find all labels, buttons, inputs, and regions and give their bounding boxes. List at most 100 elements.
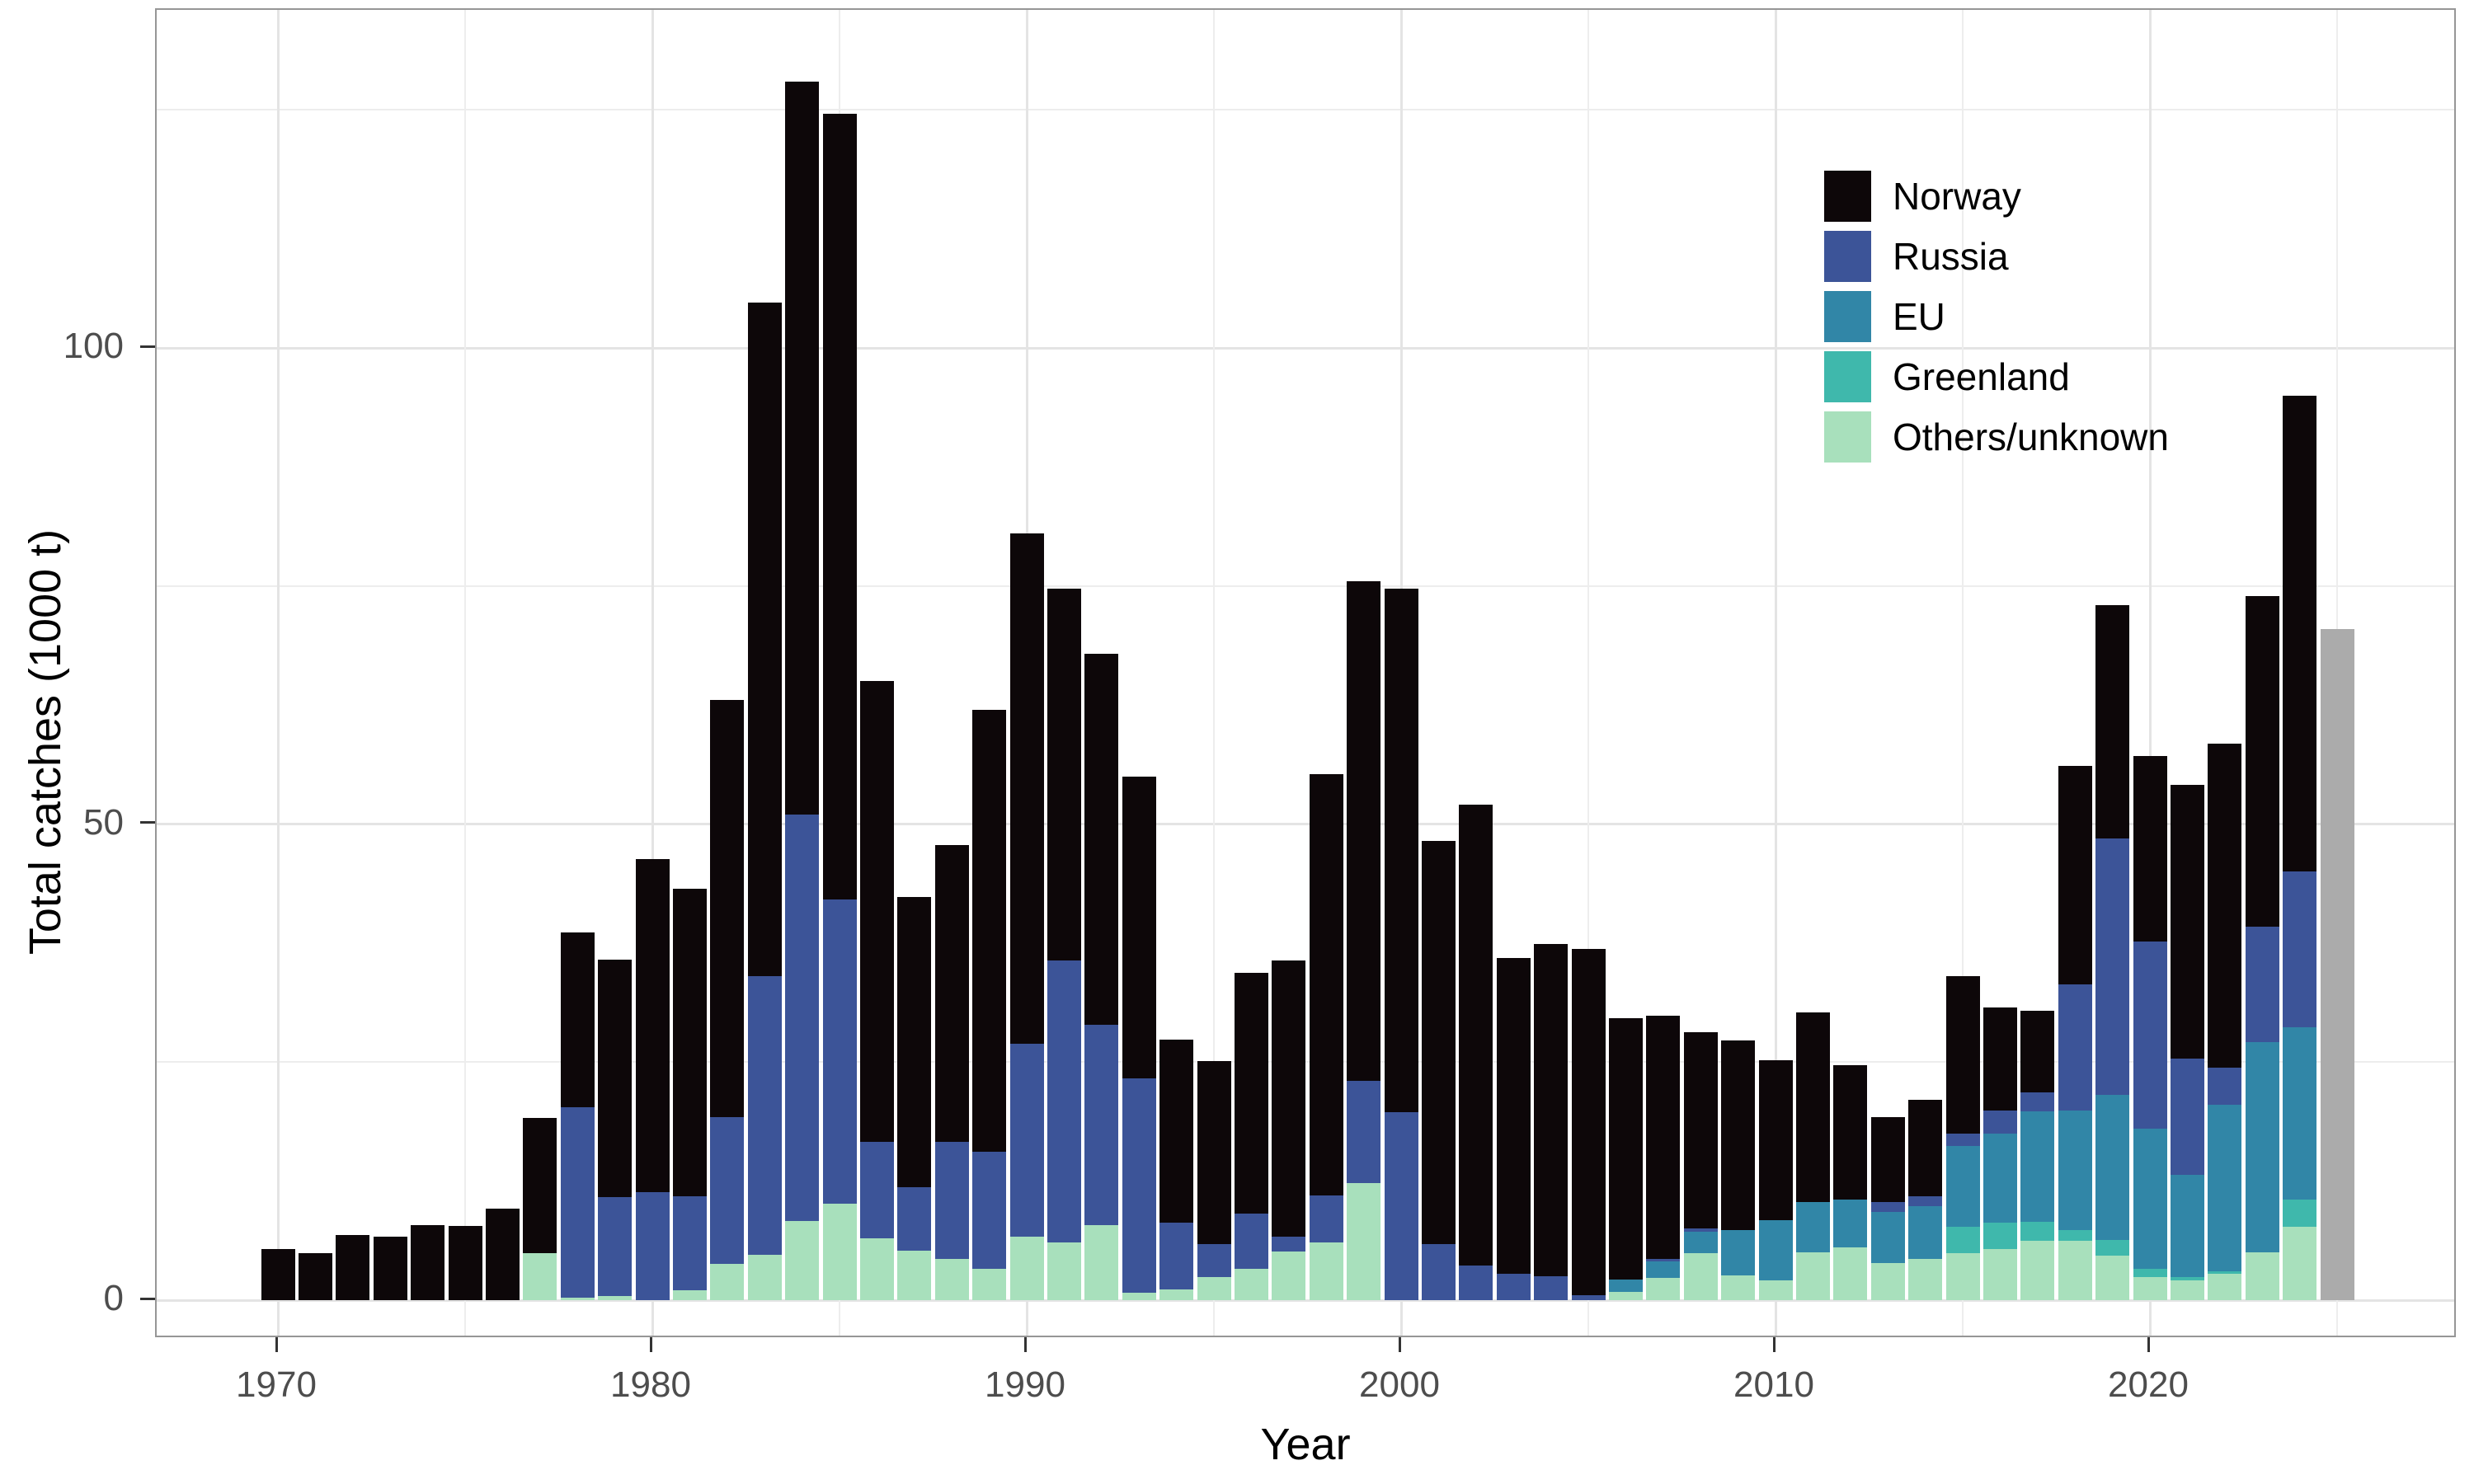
bar-segment-norway-2003 — [1496, 958, 1531, 1274]
bar-segment-others-unknown-1978 — [560, 1297, 595, 1300]
legend-label: Others/unknown — [1893, 416, 2169, 458]
bar-segment-greenland-2018 — [2058, 1229, 2092, 1242]
bar-segment-norway-1981 — [672, 889, 707, 1197]
bar-segment-russia-2015 — [1945, 1133, 1980, 1146]
gridline-major-y — [157, 1298, 2454, 1302]
bar-segment-eu-2008 — [1683, 1231, 1718, 1254]
bar-segment-others-unknown-1985 — [822, 1204, 857, 1300]
bar-segment-others-unknown-2021 — [2170, 1280, 2204, 1300]
bar-segment-greenland-2020 — [2133, 1268, 2167, 1278]
bar-segment-eu-2018 — [2058, 1111, 2092, 1230]
bar-segment-russia-2016 — [1982, 1111, 2017, 1134]
bar-segment-others-unknown-2019 — [2095, 1255, 2130, 1300]
bar-segment-others-unknown-1981 — [672, 1290, 707, 1300]
bar-segment-others-unknown-1986 — [859, 1237, 894, 1300]
bar-segment-eu-2011 — [1795, 1202, 1830, 1253]
bar-segment-russia-2007 — [1646, 1259, 1681, 1261]
legend-item-russia: Russia — [1824, 231, 2169, 282]
bar-segment-others-unknown-2009 — [1721, 1275, 1756, 1300]
bar-segment-russia-1981 — [672, 1196, 707, 1291]
gridline-major-x — [276, 10, 280, 1336]
bar-segment-eu-2013 — [1870, 1211, 1905, 1263]
bar-segment-norway-1988 — [934, 844, 969, 1143]
gridline-major-x — [2148, 10, 2152, 1336]
bar-segment-russia-1985 — [822, 899, 857, 1205]
bar-segment-norway-2009 — [1721, 1040, 1756, 1230]
bar-segment-eu-2019 — [2095, 1094, 2130, 1241]
bar-segment-others-unknown-2006 — [1608, 1291, 1643, 1300]
bar-segment-eu-2016 — [1982, 1133, 2017, 1223]
bar-segment-russia-1994 — [1159, 1223, 1194, 1290]
bar-segment-russia-2001 — [1421, 1243, 1456, 1300]
bar-segment-russia-1982 — [710, 1117, 745, 1265]
y-tick-label: 0 — [103, 1278, 124, 1318]
bar-segment-norway-1974 — [411, 1224, 445, 1300]
bar-segment-others-unknown-2018 — [2058, 1241, 2092, 1300]
bar-segment-eu-2020 — [2133, 1129, 2167, 1269]
bar-segment-russia-2005 — [1571, 1295, 1606, 1300]
bar-segment-russia-1995 — [1197, 1243, 1231, 1278]
bar-segment-eu-2022 — [2208, 1105, 2242, 1272]
bar-segment-norway-1992 — [1084, 653, 1119, 1026]
bar-segment-others-unknown-2024 — [2283, 1227, 2317, 1300]
bar-segment-russia-1988 — [934, 1142, 969, 1260]
bar-segment-others-unknown-2014 — [1908, 1259, 1943, 1300]
bar-segment-russia-2022 — [2208, 1068, 2242, 1106]
bar-segment-norway-2014 — [1908, 1100, 1943, 1197]
bar-segment-norway-1994 — [1159, 1039, 1194, 1223]
bar-segment-others-unknown-2012 — [1833, 1247, 1868, 1300]
bar-segment-russia-1997 — [1272, 1236, 1306, 1252]
bar-segment-eu-2021 — [2170, 1174, 2204, 1278]
bar-segment-russia-2019 — [2095, 838, 2130, 1095]
y-tick-mark — [140, 821, 155, 824]
bar-segment-others-unknown-2023 — [2245, 1252, 2279, 1300]
x-tick-mark — [2147, 1337, 2150, 1352]
bar-segment-norway-1979 — [598, 959, 633, 1198]
bar-segment-others-unknown-2011 — [1795, 1252, 1830, 1300]
bar-segment-others-unknown-1977 — [523, 1253, 557, 1300]
bar-segment-greenland-2021 — [2170, 1277, 2204, 1280]
bar-segment-norway-1975 — [448, 1225, 482, 1300]
bar-segment-norway-2012 — [1833, 1064, 1868, 1200]
bar-segment-norway-2000 — [1384, 589, 1418, 1113]
bar-segment-others-unknown-1991 — [1047, 1242, 1081, 1300]
bar-segment-eu-2012 — [1833, 1199, 1868, 1248]
bar-segment-eu-2015 — [1945, 1145, 1980, 1228]
bar-segment-others-unknown-1989 — [972, 1268, 1007, 1300]
legend: Norway Russia EU Greenland Others/unknown — [1824, 171, 2169, 472]
legend-swatch-icon — [1824, 411, 1871, 463]
bar-segment-norway-1978 — [560, 932, 595, 1107]
bar-segment-others-unknown-1990 — [1009, 1236, 1044, 1300]
bar-segment-russia-1987 — [897, 1186, 932, 1251]
bar-segment-others-unknown-2008 — [1683, 1253, 1718, 1300]
bar-segment-russia-1996 — [1234, 1213, 1268, 1269]
bar-segment-norway-2022 — [2208, 744, 2242, 1068]
bar-segment-norway-1989 — [972, 709, 1007, 1152]
bar-segment-russia-2013 — [1870, 1202, 1905, 1212]
bar-segment-others-unknown-2017 — [2020, 1241, 2055, 1300]
bar-segment-russia-2002 — [1459, 1266, 1493, 1300]
bar-segment-norway-2007 — [1646, 1015, 1681, 1260]
bar-segment-russia-1990 — [1009, 1044, 1044, 1237]
bar-segment-others-unknown-1983 — [747, 1254, 782, 1300]
bar-segment-others-unknown-1982 — [710, 1264, 745, 1300]
bar-segment-russia-1984 — [785, 814, 820, 1222]
gridline-minor-x — [1962, 10, 1964, 1336]
bar-segment-russia-1993 — [1122, 1078, 1156, 1293]
bar-segment-norway-2008 — [1683, 1032, 1718, 1229]
bar-segment-others-unknown-1992 — [1084, 1224, 1119, 1300]
gridline-major-y — [157, 346, 2454, 350]
legend-swatch-icon — [1824, 171, 1871, 222]
bar-segment-norway-2023 — [2245, 596, 2279, 928]
gridline-major-x — [651, 10, 654, 1336]
bar-segment-russia-1986 — [859, 1142, 894, 1238]
bar-segment-others-unknown-2016 — [1982, 1248, 2017, 1300]
bar-segment-norway-1995 — [1197, 1061, 1231, 1244]
bar-segment-eu-2017 — [2020, 1111, 2055, 1223]
bar-segment-russia-1980 — [635, 1192, 670, 1300]
bar-segment-norway-1996 — [1234, 972, 1268, 1214]
bar-segment-eu-2023 — [2245, 1041, 2279, 1253]
bar-segment-norway-1980 — [635, 859, 670, 1193]
bar-segment-others-unknown-1979 — [598, 1296, 633, 1300]
bar-segment-norway-1977 — [523, 1118, 557, 1254]
